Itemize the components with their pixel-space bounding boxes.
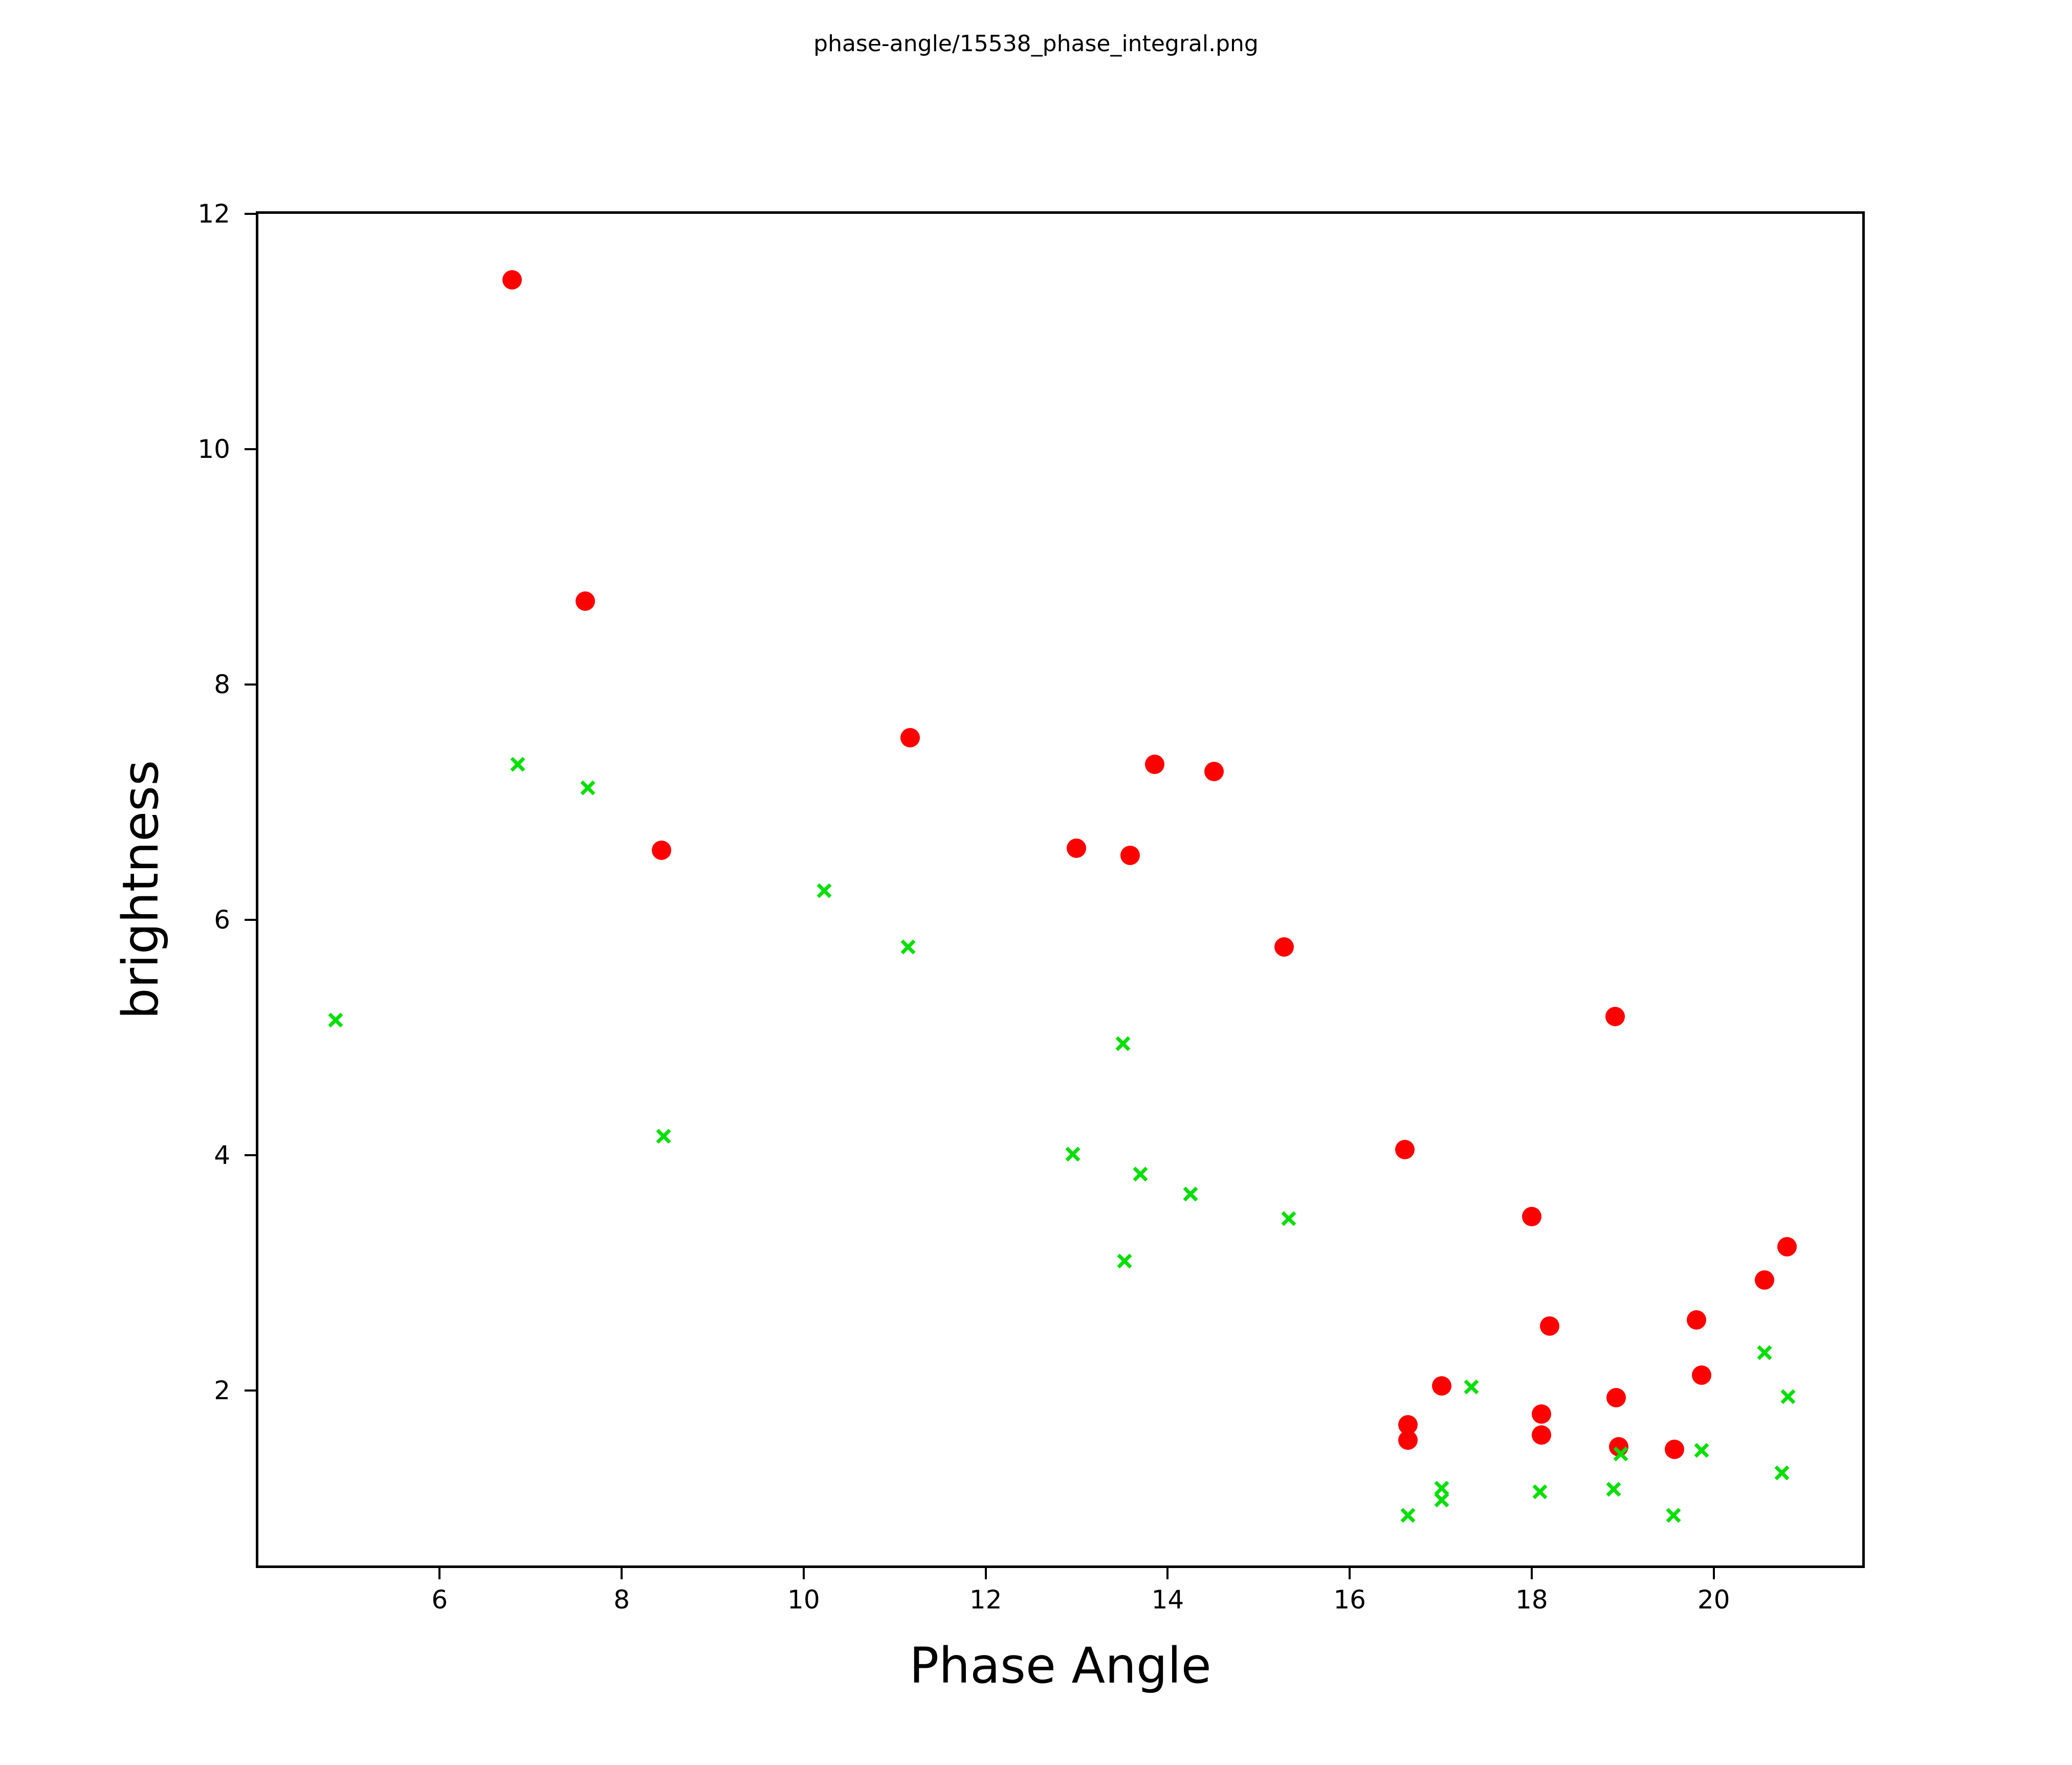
data-point-cross	[328, 1012, 343, 1028]
data-point-circle	[900, 727, 920, 747]
data-point-circle	[1605, 1006, 1625, 1026]
data-point-circle	[652, 841, 672, 861]
y-axis-label: brightness	[112, 760, 169, 1020]
data-point-circle	[1606, 1387, 1626, 1407]
plot-frame	[256, 211, 1865, 1568]
x-tick-mark	[438, 1568, 441, 1579]
data-point-cross	[1613, 1446, 1628, 1462]
data-point-cross	[1183, 1186, 1198, 1202]
data-point-cross	[1774, 1465, 1790, 1481]
y-tick-label: 4	[214, 1140, 230, 1170]
data-point-cross	[1666, 1508, 1681, 1523]
y-tick-mark	[245, 918, 256, 921]
x-tick-label: 8	[613, 1585, 630, 1615]
data-point-circle	[1395, 1139, 1415, 1159]
x-tick-mark	[802, 1568, 805, 1579]
x-tick-label: 6	[431, 1585, 448, 1615]
y-tick-mark	[245, 1389, 256, 1392]
y-tick-label: 10	[197, 434, 230, 464]
data-point-cross	[1065, 1146, 1081, 1162]
x-tick-mark	[1712, 1568, 1715, 1579]
x-tick-label: 12	[969, 1585, 1002, 1615]
data-point-circle	[1274, 937, 1294, 957]
data-point-circle	[1664, 1440, 1684, 1460]
x-tick-mark	[984, 1568, 987, 1579]
data-point-circle	[1609, 1437, 1629, 1457]
data-point-circle	[1204, 762, 1224, 782]
data-point-cross	[1434, 1492, 1449, 1508]
data-point-circle	[1398, 1430, 1418, 1450]
x-axis-label: Phase Angle	[909, 1637, 1211, 1694]
data-point-circle	[1145, 755, 1165, 775]
x-tick-mark	[1166, 1568, 1169, 1579]
y-tick-mark	[245, 212, 256, 215]
data-point-cross	[1115, 1036, 1131, 1051]
data-point-circle	[1431, 1376, 1451, 1396]
data-point-circle	[1398, 1415, 1418, 1435]
plot-area	[258, 214, 1862, 1565]
data-point-circle	[1686, 1310, 1706, 1330]
data-point-cross	[1757, 1345, 1772, 1360]
x-tick-mark	[1530, 1568, 1533, 1579]
y-tick-label: 6	[214, 904, 230, 935]
x-tick-mark	[621, 1568, 623, 1579]
data-point-cross	[1434, 1481, 1449, 1496]
data-point-cross	[1780, 1389, 1796, 1404]
y-tick-mark	[245, 448, 256, 450]
figure-title: phase-angle/15538_phase_integral.png	[813, 31, 1259, 57]
data-point-circle	[1120, 845, 1140, 865]
x-tick-label: 18	[1515, 1585, 1548, 1615]
data-point-circle	[1692, 1365, 1712, 1385]
data-point-cross	[656, 1129, 671, 1144]
data-point-circle	[1540, 1316, 1560, 1336]
data-point-circle	[1532, 1404, 1552, 1424]
data-point-cross	[1464, 1379, 1479, 1395]
data-point-cross	[1400, 1508, 1416, 1523]
data-point-circle	[575, 591, 595, 611]
data-point-circle	[1754, 1270, 1774, 1290]
x-tick-label: 10	[787, 1585, 820, 1615]
y-tick-mark	[245, 1154, 256, 1156]
x-tick-label: 14	[1151, 1585, 1184, 1615]
x-tick-label: 16	[1333, 1585, 1366, 1615]
data-point-cross	[1532, 1484, 1548, 1499]
data-point-circle	[502, 270, 522, 290]
y-tick-label: 8	[214, 669, 230, 699]
data-point-circle	[1522, 1206, 1541, 1226]
data-point-circle	[1067, 838, 1087, 858]
data-point-cross	[580, 780, 596, 796]
data-point-circle	[1532, 1425, 1552, 1445]
data-point-cross	[900, 939, 916, 955]
data-point-cross	[1606, 1482, 1621, 1497]
data-point-cross	[1281, 1211, 1296, 1226]
x-tick-label: 20	[1697, 1585, 1730, 1615]
data-point-cross	[510, 757, 525, 772]
y-tick-label: 2	[214, 1375, 230, 1405]
y-tick-mark	[245, 683, 256, 686]
data-point-cross	[1694, 1443, 1709, 1458]
data-point-cross	[817, 883, 832, 898]
y-tick-label: 12	[197, 198, 230, 229]
data-point-cross	[1133, 1166, 1148, 1182]
data-point-circle	[1777, 1237, 1797, 1257]
x-tick-mark	[1349, 1568, 1351, 1579]
data-point-cross	[1117, 1253, 1132, 1269]
